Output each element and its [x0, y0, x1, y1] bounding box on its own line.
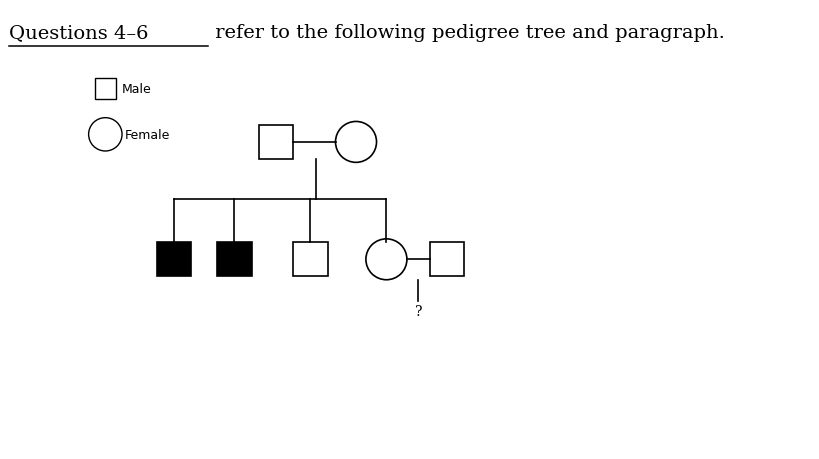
- Text: Female: Female: [124, 129, 170, 141]
- Circle shape: [336, 122, 377, 163]
- Bar: [156, 243, 191, 277]
- Bar: [293, 243, 328, 277]
- Text: Questions 4–6: Questions 4–6: [9, 24, 148, 42]
- Circle shape: [88, 118, 122, 151]
- Circle shape: [366, 239, 407, 280]
- Bar: [95, 79, 116, 100]
- Text: ?: ?: [414, 304, 423, 318]
- Bar: [259, 126, 293, 160]
- Text: refer to the following pedigree tree and paragraph.: refer to the following pedigree tree and…: [210, 24, 726, 42]
- Text: Male: Male: [122, 83, 152, 96]
- Bar: [217, 243, 251, 277]
- Bar: [430, 243, 464, 277]
